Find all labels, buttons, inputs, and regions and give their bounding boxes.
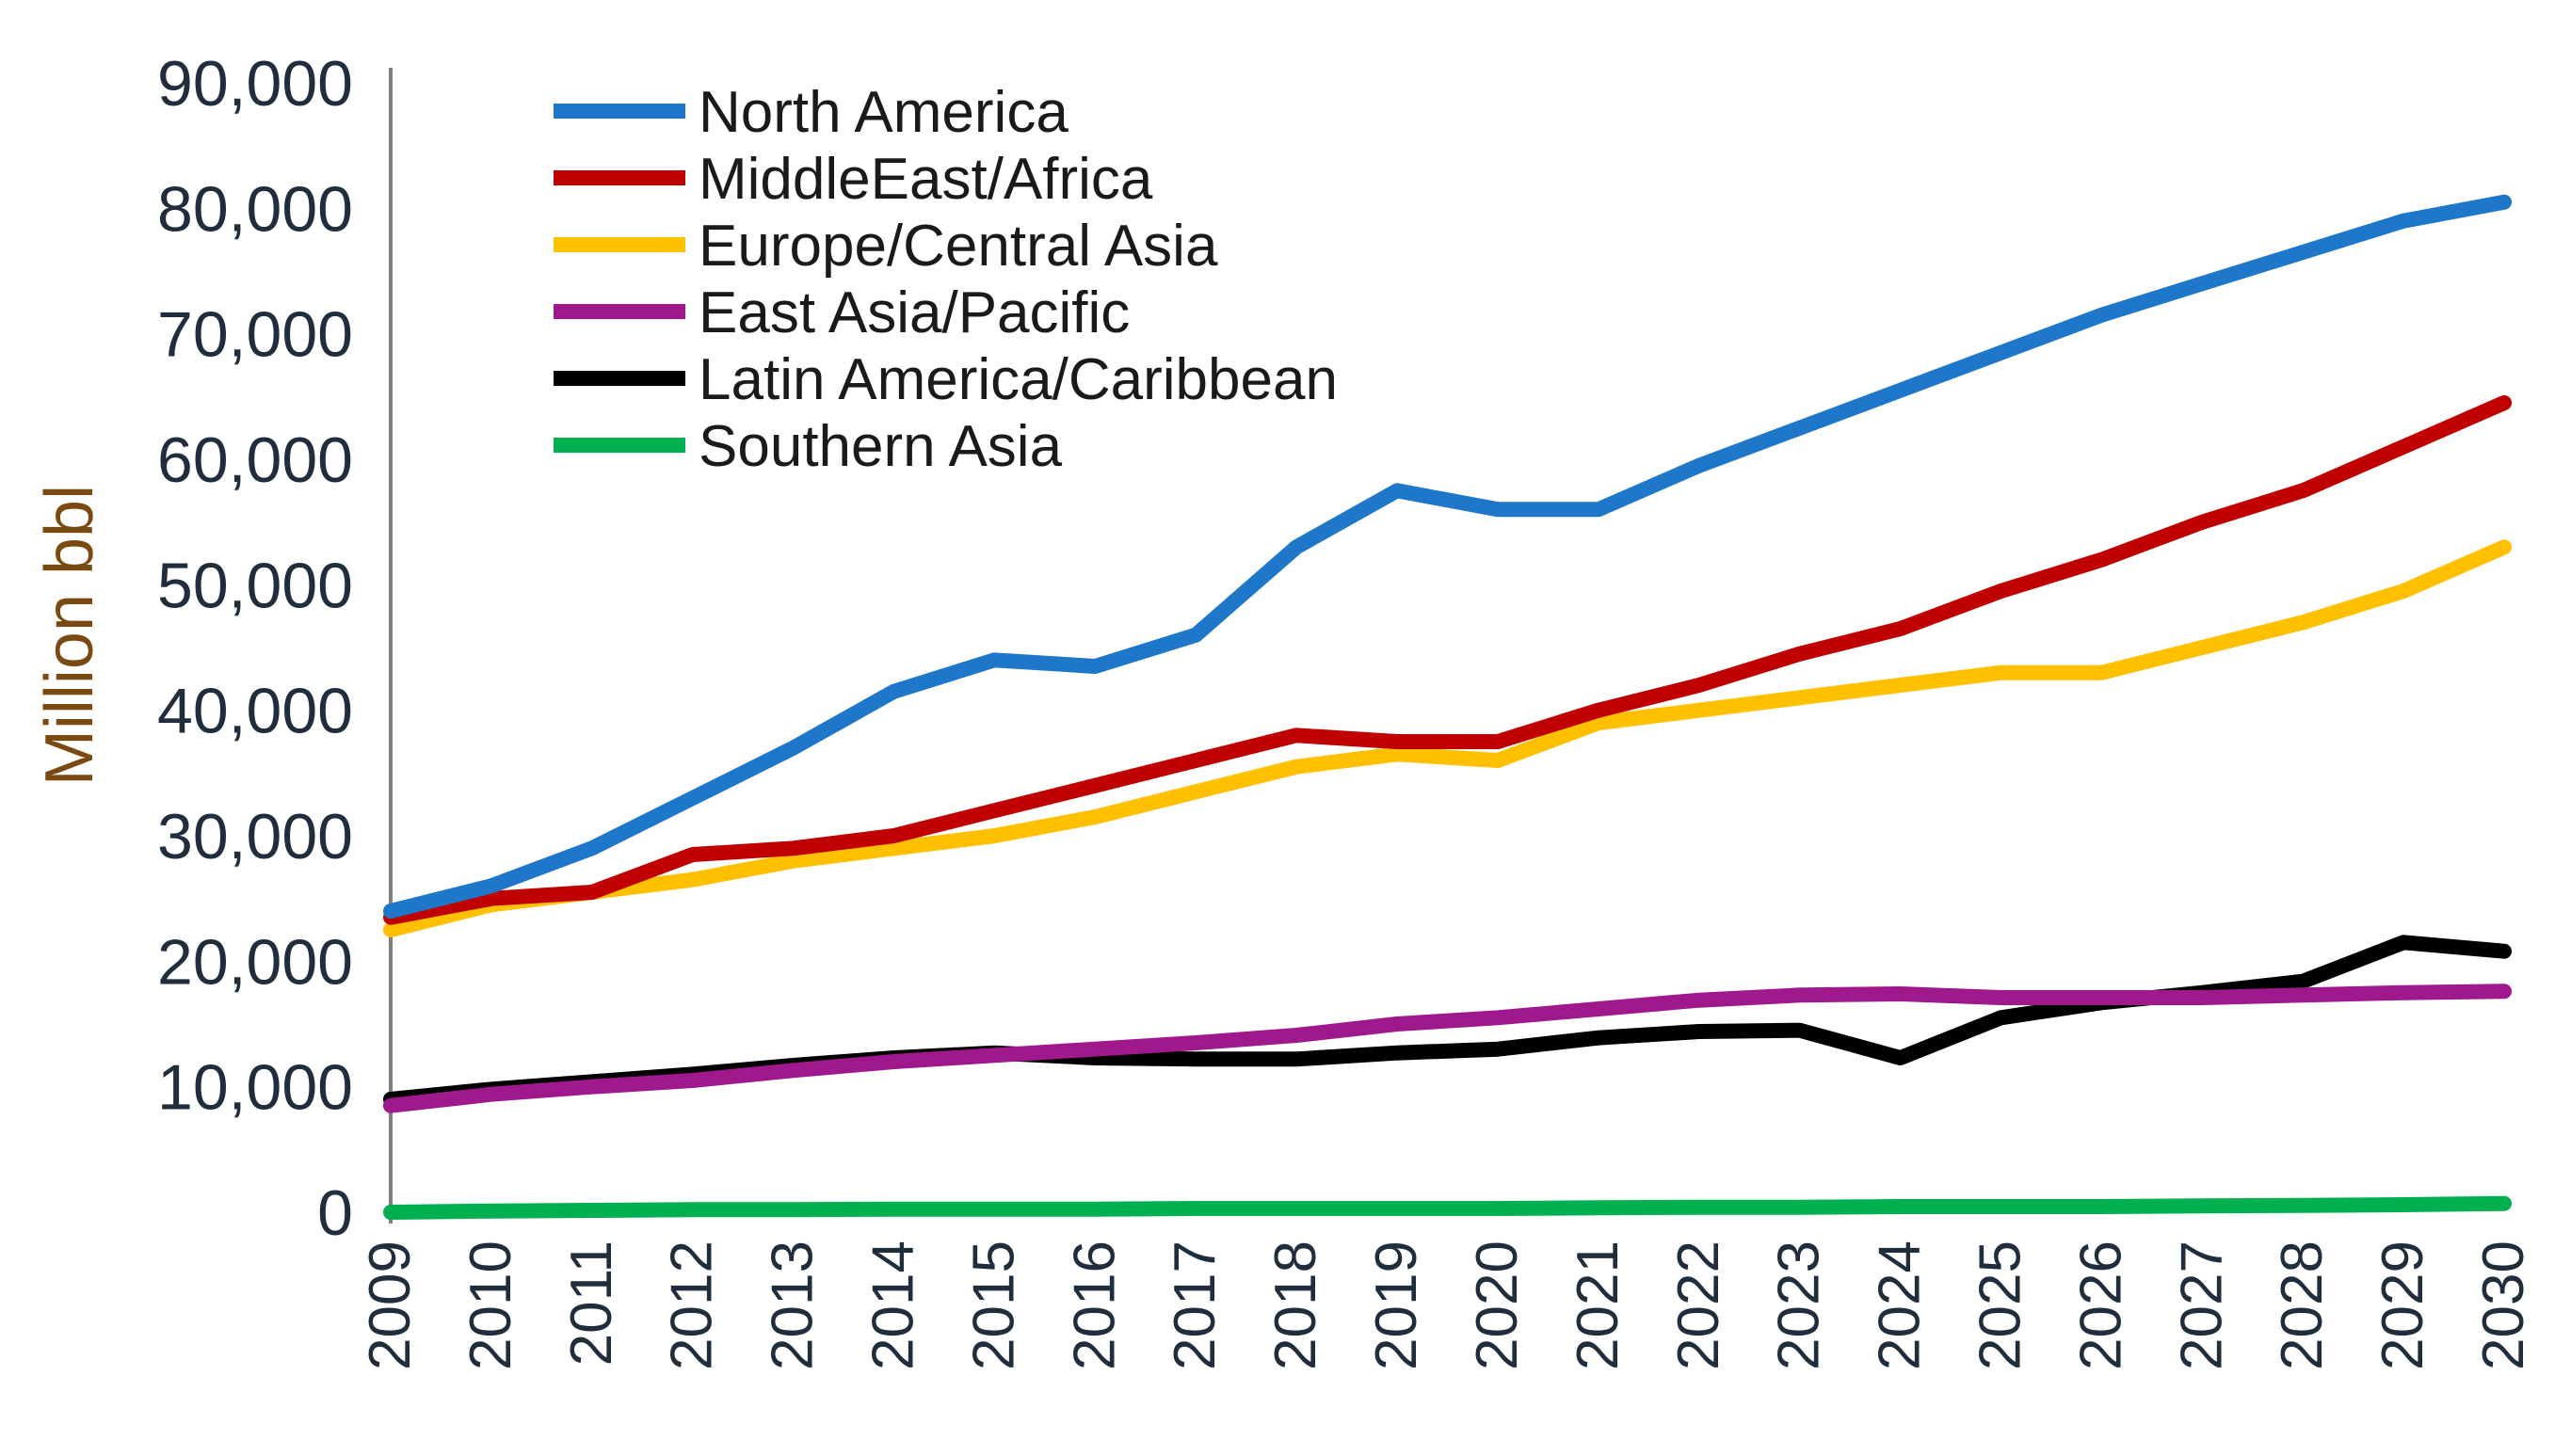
y-tick-label: 30,000 <box>157 801 353 872</box>
x-tick-label: 2009 <box>358 1240 423 1370</box>
x-tick-label: 2025 <box>1968 1240 2033 1370</box>
y-tick-label: 90,000 <box>157 48 353 120</box>
series-line <box>383 984 2512 1113</box>
x-tick-label: 2026 <box>2068 1240 2133 1370</box>
x-tick-label: 2023 <box>1767 1240 1832 1370</box>
x-tick-label: 2017 <box>1163 1240 1228 1370</box>
series-line <box>383 194 2512 919</box>
x-tick-label: 2027 <box>2169 1240 2234 1370</box>
legend-label: Latin America/Caribbean <box>699 347 1338 412</box>
x-tick-label: 2016 <box>1062 1240 1127 1370</box>
y-tick-label: 60,000 <box>157 424 353 496</box>
x-tick-label: 2014 <box>861 1240 926 1370</box>
y-tick-label: 40,000 <box>157 676 353 747</box>
x-tick-label: 2018 <box>1263 1240 1328 1370</box>
y-tick-label: 50,000 <box>157 550 353 621</box>
legend-label: Southern Asia <box>699 414 1063 479</box>
x-tick-label: 2011 <box>559 1240 624 1366</box>
x-tick-label: 2012 <box>660 1240 725 1370</box>
x-tick-label: 2030 <box>2471 1240 2536 1370</box>
plot-area: 0 10,000 20,000 30,000 40,000 50,000 60,000 70,… <box>157 48 2536 1370</box>
x-tick-label: 2013 <box>761 1240 826 1370</box>
x-tick-label: 2024 <box>1868 1240 1933 1370</box>
legend-label: North America <box>699 80 1069 145</box>
y-tick-label: 70,000 <box>157 299 353 371</box>
legend-label: East Asia/Pacific <box>699 280 1130 345</box>
x-tick-label: 2028 <box>2270 1240 2335 1370</box>
x-tick-label: 2021 <box>1566 1240 1631 1370</box>
x-tick-label: 2015 <box>961 1240 1026 1370</box>
y-tick-label: 10,000 <box>157 1052 353 1124</box>
x-tick-label: 2010 <box>458 1240 523 1370</box>
legend-label: Europe/Central Asia <box>699 214 1218 279</box>
x-tick-label: 2022 <box>1666 1240 1731 1370</box>
x-tick-label: 2020 <box>1465 1240 1530 1370</box>
legend-label: MiddleEast/Africa <box>699 147 1153 212</box>
y-tick-label: 80,000 <box>157 173 353 245</box>
series-line <box>383 395 2512 925</box>
x-tick-label: 2029 <box>2370 1240 2435 1370</box>
series-line <box>383 539 2512 937</box>
y-tick-label: 0 <box>317 1177 353 1249</box>
y-tick-label: 20,000 <box>157 926 353 998</box>
x-tick-label: 2019 <box>1364 1240 1429 1370</box>
y-axis-title: Million bbl <box>32 485 107 786</box>
series-line <box>383 1195 2512 1220</box>
